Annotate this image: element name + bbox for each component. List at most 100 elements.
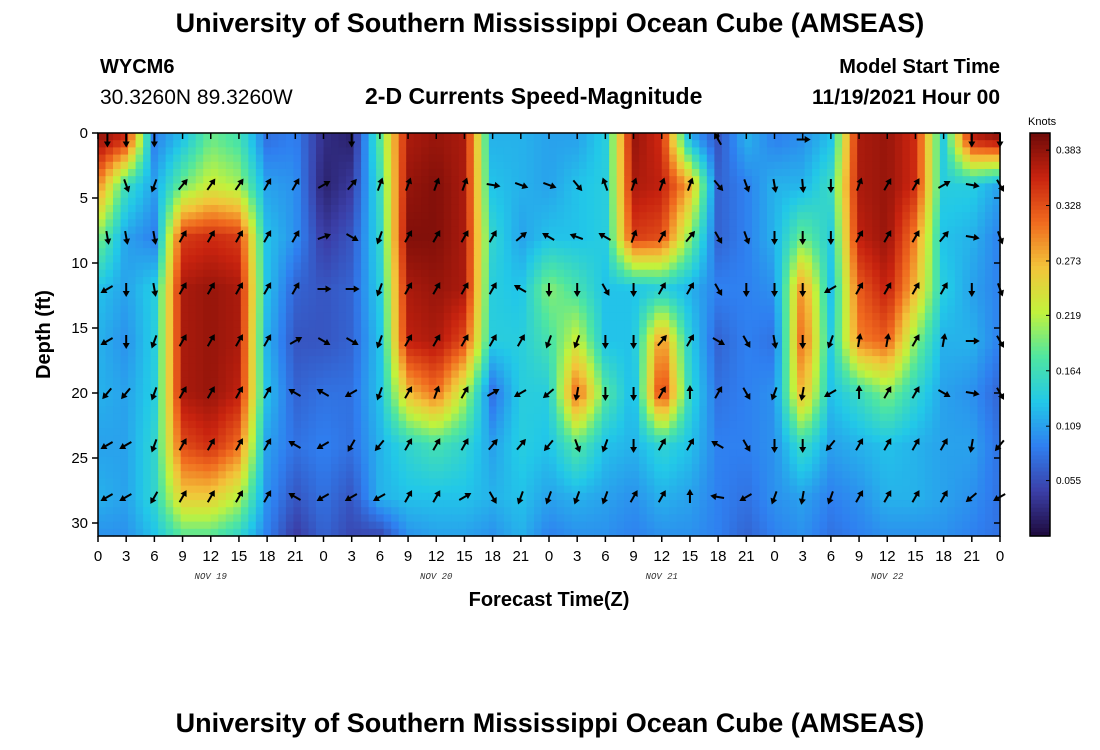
- heatmap-cell: [150, 197, 159, 206]
- heatmap-cell: [398, 269, 407, 278]
- heatmap-cell: [361, 248, 370, 256]
- heatmap-cell: [984, 212, 994, 220]
- heatmap-cell: [255, 204, 264, 213]
- heatmap-cell: [564, 154, 573, 163]
- heatmap-cell: [744, 320, 753, 328]
- heatmap-cell: [188, 399, 197, 408]
- heatmap-cell: [917, 219, 926, 228]
- heatmap-cell: [308, 219, 317, 228]
- heatmap-cell: [812, 226, 821, 235]
- heatmap-cell: [285, 399, 295, 408]
- heatmap-cell: [285, 161, 295, 170]
- heatmap-cell: [263, 291, 272, 300]
- heatmap-cell: [984, 269, 994, 278]
- heatmap-cell: [346, 262, 355, 271]
- heatmap-cell: [488, 154, 497, 163]
- heatmap-cell: [594, 406, 603, 415]
- heatmap-cell: [270, 334, 279, 343]
- heatmap-cell: [338, 384, 347, 393]
- heatmap-cell: [120, 356, 129, 364]
- heatmap-cell: [669, 147, 678, 156]
- heatmap-cell: [661, 197, 670, 206]
- heatmap-cell: [864, 327, 873, 336]
- heatmap-cell: [165, 305, 174, 314]
- heatmap-cell: [541, 190, 550, 199]
- heatmap-cell: [406, 248, 415, 256]
- heatmap-cell: [834, 312, 843, 321]
- heatmap-cell: [451, 291, 460, 300]
- heatmap-cell: [533, 212, 543, 220]
- heatmap-cell: [939, 161, 948, 170]
- heatmap-cell: [210, 348, 219, 357]
- heatmap-cell: [270, 140, 279, 148]
- heatmap-cell: [736, 305, 746, 314]
- heatmap-cell: [586, 276, 595, 285]
- heatmap-cell: [451, 197, 460, 206]
- heatmap-cell: [842, 399, 851, 408]
- heatmap-cell: [406, 204, 415, 213]
- heatmap-cell: [887, 399, 896, 408]
- heatmap-cell: [691, 248, 700, 256]
- heatmap-cell: [954, 183, 964, 192]
- heatmap-cell: [143, 190, 152, 199]
- heatmap-cell: [969, 305, 979, 314]
- heatmap-cell: [225, 255, 234, 264]
- heatmap-cell: [887, 161, 896, 170]
- heatmap-cell: [744, 248, 753, 256]
- heatmap-cell: [631, 298, 640, 307]
- heatmap-cell: [406, 320, 415, 328]
- heatmap-cell: [609, 320, 618, 328]
- heatmap-cell: [428, 183, 437, 192]
- heatmap-cell: [594, 269, 603, 278]
- heatmap-cell: [113, 133, 122, 141]
- heatmap-cell: [939, 312, 948, 321]
- heatmap-cell: [180, 140, 189, 148]
- heatmap-cell: [308, 233, 317, 242]
- heatmap-cell: [669, 269, 678, 278]
- heatmap-cell: [586, 348, 595, 357]
- heatmap-cell: [947, 291, 956, 300]
- heatmap-cell: [353, 370, 362, 379]
- heatmap-cell: [729, 255, 738, 264]
- heatmap-cell: [368, 348, 377, 357]
- heatmap-cell: [751, 320, 761, 328]
- heatmap-cell: [443, 190, 452, 199]
- heatmap-cell: [609, 212, 618, 220]
- heatmap-cell: [98, 161, 107, 170]
- heatmap-cell: [789, 413, 798, 422]
- heatmap-cell: [443, 212, 452, 220]
- heatmap-cell: [346, 219, 355, 228]
- heatmap-cell: [894, 183, 903, 192]
- heatmap-cell: [488, 168, 497, 177]
- heatmap-cell: [511, 248, 520, 256]
- heatmap-cell: [579, 212, 588, 220]
- heatmap-cell: [872, 226, 881, 235]
- heatmap-cell: [661, 392, 670, 400]
- heatmap-cell: [782, 197, 791, 206]
- heatmap-cell: [759, 305, 768, 314]
- heatmap-cell: [323, 262, 332, 271]
- heatmap-cell: [481, 327, 490, 336]
- heatmap-cell: [203, 356, 212, 364]
- heatmap-cell: [98, 284, 107, 292]
- heatmap-cell: [135, 133, 144, 141]
- heatmap-cell: [165, 154, 174, 163]
- heatmap-cell: [113, 384, 122, 393]
- heatmap-cell: [924, 384, 933, 393]
- heatmap-cell: [331, 133, 340, 141]
- heatmap-cell: [759, 399, 768, 408]
- heatmap-cell: [361, 140, 370, 148]
- heatmap-cell: [857, 341, 866, 350]
- heatmap-cell: [751, 248, 761, 256]
- heatmap-cell: [571, 356, 580, 364]
- heatmap-cell: [120, 255, 129, 264]
- heatmap-cell: [564, 384, 573, 393]
- heatmap-cell: [263, 377, 272, 386]
- heatmap-cell: [165, 384, 174, 393]
- heatmap-cell: [571, 168, 580, 177]
- heatmap-cell: [812, 154, 821, 163]
- heatmap-cell: [338, 168, 347, 177]
- heatmap-cell: [736, 140, 746, 148]
- heatmap-cell: [804, 269, 813, 278]
- heatmap-cell: [857, 413, 866, 422]
